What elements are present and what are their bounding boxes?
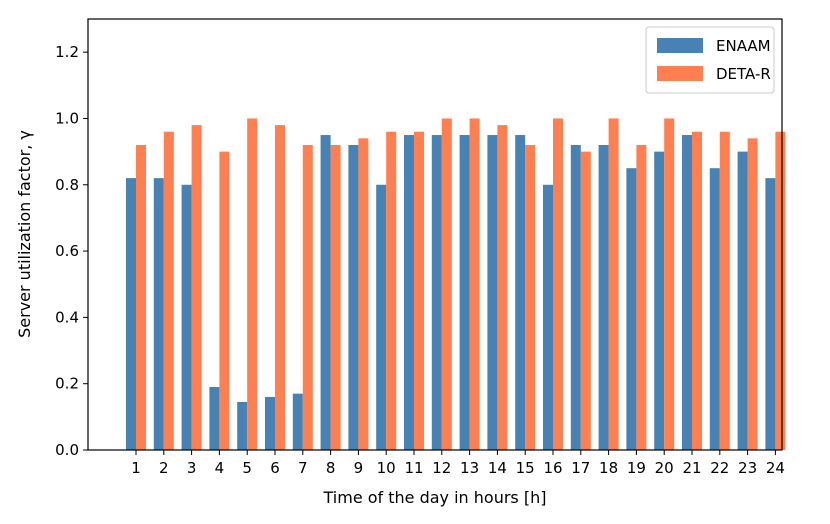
x-tick-label: 19 bbox=[627, 459, 646, 477]
x-tick-label: 15 bbox=[516, 459, 535, 477]
bar-deta-r-9 bbox=[358, 138, 369, 450]
bar-deta-r-6 bbox=[275, 125, 285, 450]
bar-enaam-11 bbox=[404, 135, 414, 451]
legend: ENAAM DETA-R bbox=[645, 26, 775, 94]
bar-enaam-7 bbox=[292, 393, 303, 450]
y-tick-label: 0.6 bbox=[55, 242, 79, 260]
x-axis-ticks: 1 2 3 4 5 6 7 8 9 10 11 12 13 14 15 16 17 18 19 20 21 22 23 24 bbox=[131, 450, 785, 477]
bar-deta-r-7 bbox=[302, 144, 313, 450]
bar-enaam-8 bbox=[320, 135, 331, 451]
bars-group bbox=[126, 118, 786, 451]
bar-deta-r-14 bbox=[497, 125, 508, 450]
bar-deta-r-22 bbox=[719, 131, 730, 450]
y-axis-label: Server utilization factor, γ bbox=[15, 130, 34, 338]
legend-label-deta-r: DETA-R bbox=[716, 65, 771, 83]
bar-enaam-17 bbox=[570, 144, 581, 450]
bar-enaam-23 bbox=[737, 151, 748, 450]
bar-enaam-6 bbox=[265, 396, 275, 450]
x-tick-label: 22 bbox=[710, 459, 729, 477]
y-tick-label: 0.4 bbox=[55, 308, 79, 326]
bar-deta-r-12 bbox=[441, 118, 452, 450]
bar-enaam-4 bbox=[209, 387, 220, 450]
bar-deta-r-2 bbox=[163, 131, 174, 450]
x-tick-label: 6 bbox=[270, 459, 280, 477]
y-axis-ticks: 0.0 0.2 0.4 0.6 0.8 1.0 1.2 bbox=[55, 43, 88, 459]
x-tick-label: 7 bbox=[298, 459, 308, 477]
bar-deta-r-8 bbox=[330, 144, 341, 450]
y-tick-label: 0.2 bbox=[55, 375, 79, 393]
y-tick-label: 1.0 bbox=[55, 109, 79, 127]
bar-enaam-24 bbox=[765, 178, 776, 450]
bar-deta-r-15 bbox=[525, 144, 536, 450]
x-tick-label: 23 bbox=[738, 459, 757, 477]
bar-enaam-2 bbox=[153, 178, 164, 450]
bar-enaam-12 bbox=[431, 135, 442, 451]
legend-swatch-enaam bbox=[657, 38, 703, 53]
x-tick-label: 2 bbox=[159, 459, 169, 477]
bar-deta-r-18 bbox=[608, 118, 619, 450]
x-tick-label: 20 bbox=[655, 459, 674, 477]
bar-enaam-5 bbox=[237, 401, 248, 450]
bar-deta-r-17 bbox=[580, 151, 591, 450]
bar-deta-r-21 bbox=[692, 131, 702, 450]
x-tick-label: 18 bbox=[599, 459, 618, 477]
bar-deta-r-10 bbox=[386, 131, 397, 450]
bar-deta-r-19 bbox=[636, 144, 647, 450]
bar-deta-r-1 bbox=[136, 144, 146, 450]
bar-enaam-20 bbox=[654, 151, 665, 450]
bar-enaam-3 bbox=[181, 184, 192, 450]
bar-enaam-22 bbox=[709, 168, 720, 450]
bar-deta-r-16 bbox=[553, 118, 563, 450]
x-axis-label: Time of the day in hours [h] bbox=[323, 488, 547, 507]
x-tick-label: 1 bbox=[131, 459, 141, 477]
bar-enaam-18 bbox=[598, 144, 609, 450]
bar-deta-r-23 bbox=[747, 138, 758, 450]
bar-enaam-14 bbox=[487, 135, 498, 451]
x-tick-label: 3 bbox=[187, 459, 197, 477]
y-tick-label: 0.0 bbox=[55, 441, 79, 459]
bar-deta-r-11 bbox=[414, 131, 424, 450]
bar-deta-r-3 bbox=[191, 125, 202, 450]
bar-enaam-16 bbox=[543, 184, 553, 450]
x-tick-label: 4 bbox=[215, 459, 225, 477]
x-tick-label: 5 bbox=[242, 459, 252, 477]
bar-deta-r-20 bbox=[664, 118, 675, 450]
bar-enaam-19 bbox=[626, 168, 637, 450]
bar-deta-r-4 bbox=[219, 151, 230, 450]
plot-frame bbox=[87, 18, 783, 451]
legend-swatch-deta-r bbox=[657, 66, 703, 81]
bar-enaam-10 bbox=[376, 184, 387, 450]
x-tick-label: 17 bbox=[571, 459, 590, 477]
bar-enaam-9 bbox=[348, 144, 359, 450]
y-tick-label: 1.2 bbox=[55, 43, 79, 61]
legend-label-enaam: ENAAM bbox=[716, 37, 771, 55]
x-tick-label: 21 bbox=[682, 459, 701, 477]
bar-enaam-21 bbox=[682, 135, 692, 451]
x-tick-label: 13 bbox=[460, 459, 479, 477]
x-tick-label: 16 bbox=[543, 459, 562, 477]
x-tick-label: 8 bbox=[326, 459, 336, 477]
x-tick-label: 10 bbox=[377, 459, 396, 477]
x-tick-label: 12 bbox=[432, 459, 451, 477]
x-tick-label: 11 bbox=[404, 459, 423, 477]
bar-deta-r-24 bbox=[775, 131, 786, 450]
bar-enaam-13 bbox=[459, 135, 470, 451]
bar-deta-r-13 bbox=[469, 118, 480, 450]
x-tick-label: 14 bbox=[488, 459, 507, 477]
bar-deta-r-5 bbox=[247, 118, 258, 450]
y-tick-label: 0.8 bbox=[55, 176, 79, 194]
x-tick-label: 24 bbox=[766, 459, 785, 477]
bar-enaam-15 bbox=[515, 135, 526, 451]
bar-enaam-1 bbox=[126, 178, 136, 450]
x-tick-label: 9 bbox=[354, 459, 364, 477]
